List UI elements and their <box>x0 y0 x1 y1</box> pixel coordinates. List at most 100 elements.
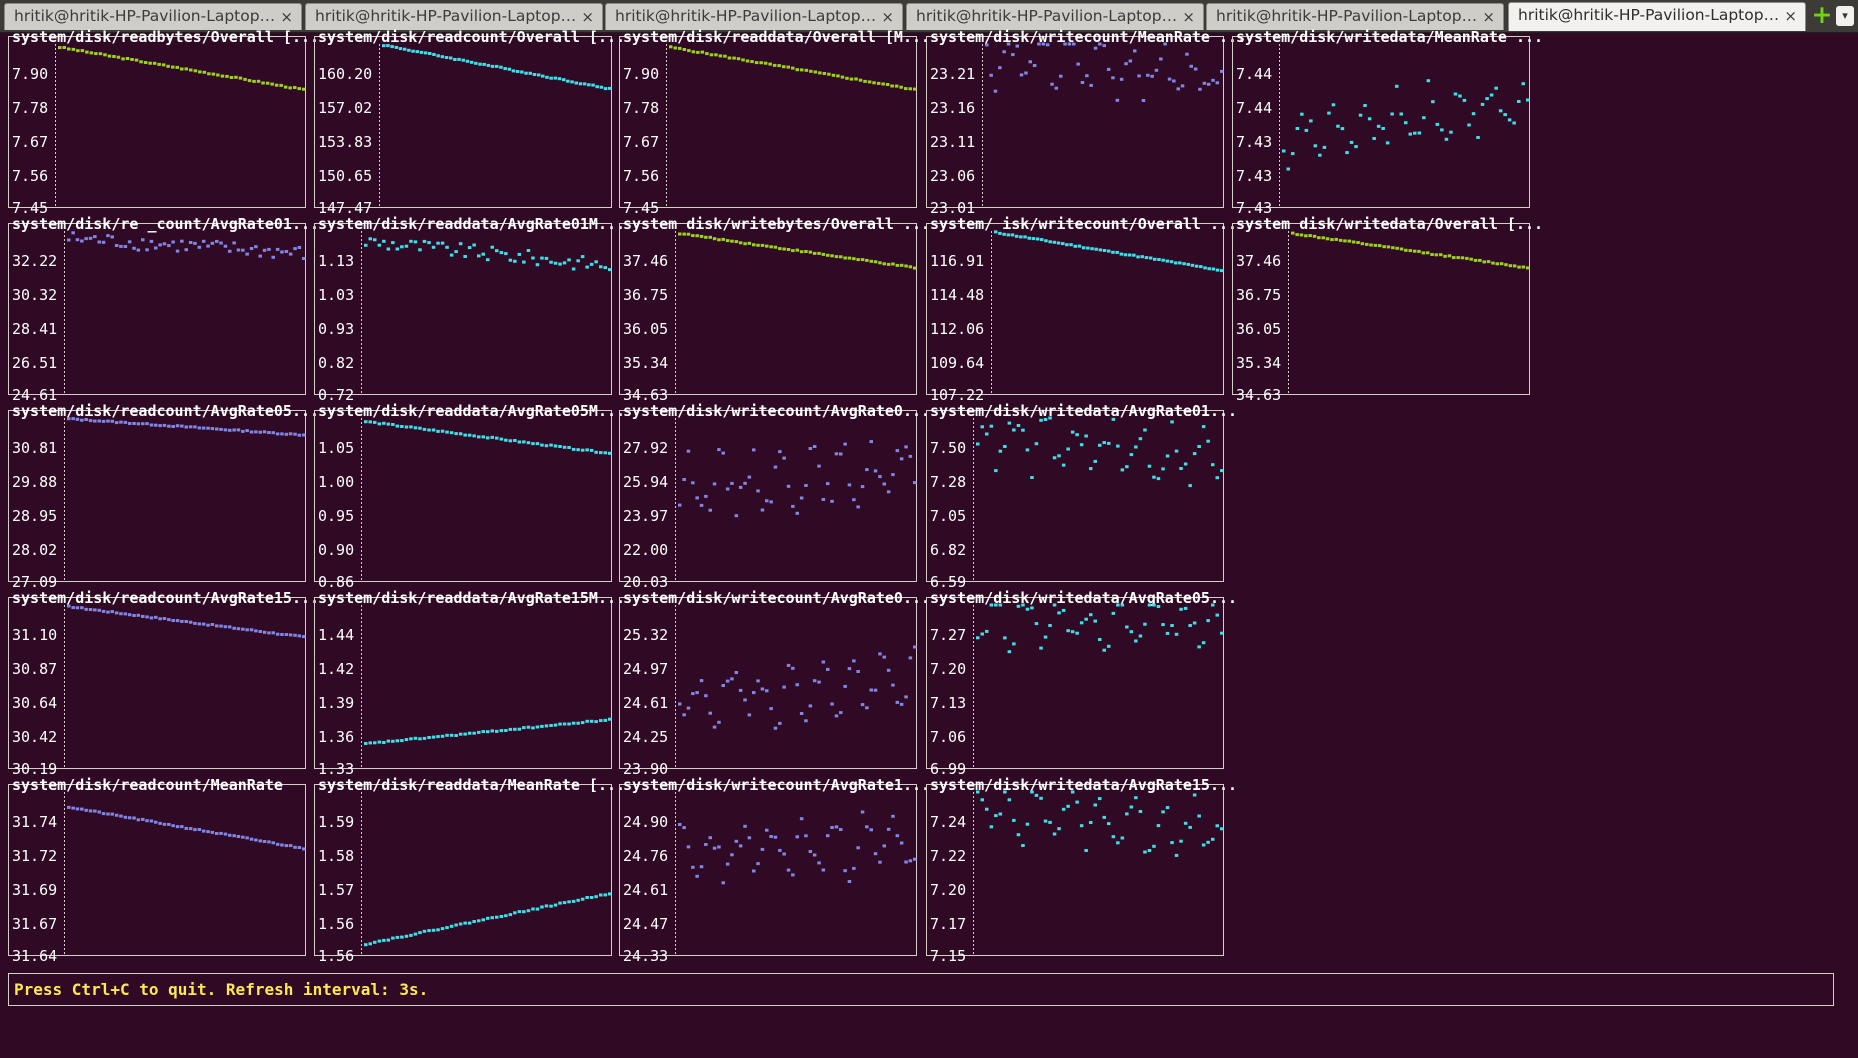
y-tick-label: 7.15 <box>930 947 966 965</box>
data-point <box>725 679 730 683</box>
data-point <box>1012 428 1016 432</box>
chart-title: system/disk/readcount/Overall [... <box>318 28 625 46</box>
data-point <box>1098 638 1102 641</box>
data-point <box>458 732 463 736</box>
data-point <box>445 733 449 737</box>
data-point <box>804 484 808 487</box>
data-point <box>558 445 562 448</box>
data-point <box>1120 603 1125 607</box>
data-point <box>1378 244 1382 248</box>
data-point <box>413 240 418 244</box>
close-tab-icon[interactable]: × <box>1182 8 1195 26</box>
data-point <box>1161 623 1165 627</box>
terminal-tab[interactable]: hritik@hritik-HP-Pavilion-Laptop-15-...× <box>1508 2 1806 31</box>
data-point <box>394 45 399 49</box>
data-point <box>215 624 219 628</box>
data-point <box>989 825 994 829</box>
data-point <box>812 251 817 255</box>
data-point <box>1201 843 1206 847</box>
terminal-tab[interactable]: hritik@hritik-HP-Pavilion-Laptop-15-...× <box>1206 3 1504 30</box>
data-point <box>1495 262 1499 266</box>
data-point <box>75 417 80 421</box>
terminal-tab[interactable]: hritik@hritik-HP-Pavilion-Laptop-15... × <box>305 3 603 30</box>
y-tick-label: 1.59 <box>318 813 354 831</box>
data-point <box>271 631 275 635</box>
data-point <box>1137 74 1141 78</box>
data-point <box>717 238 721 242</box>
close-tab-icon[interactable]: × <box>280 8 293 26</box>
data-point <box>608 451 612 455</box>
data-point <box>158 424 162 428</box>
data-point <box>157 62 161 66</box>
data-point <box>1291 152 1295 156</box>
close-tab-icon[interactable]: × <box>1482 8 1495 26</box>
chart-title: system/disk/writedata/AvgRate05... <box>930 589 1237 607</box>
data-point <box>799 250 804 254</box>
close-tab-icon[interactable]: × <box>581 8 594 26</box>
data-point <box>540 724 544 728</box>
metric-chart: system/disk/writecount/AvgRate0... 25.32 2… <box>619 589 930 778</box>
data-point <box>1308 234 1312 238</box>
data-point <box>364 943 368 947</box>
data-point <box>180 825 184 829</box>
data-point <box>1089 467 1093 471</box>
data-point <box>576 721 580 725</box>
data-point <box>386 247 391 251</box>
terminal-tab[interactable]: hritik@hritik-HP-Pavilion-Laptop-15... × <box>605 3 903 30</box>
data-point <box>714 53 718 57</box>
data-point <box>1480 102 1485 106</box>
data-point <box>481 730 485 734</box>
data-point <box>1503 113 1507 117</box>
data-point <box>1048 416 1052 420</box>
data-point <box>444 56 449 59</box>
data-point <box>219 427 223 431</box>
data-point <box>241 248 245 252</box>
data-point <box>809 69 813 73</box>
data-point <box>741 58 745 62</box>
data-point <box>989 73 993 77</box>
metric-chart: system disk/writebytes/Overall ... 37.46 3… <box>619 215 930 404</box>
data-point <box>495 729 499 733</box>
data-point <box>1080 81 1085 84</box>
data-point <box>107 54 112 58</box>
data-point <box>608 268 612 272</box>
data-point <box>1028 60 1032 64</box>
terminal-tab[interactable]: hritik@hritik-HP-Pavilion-Laptop-15... × <box>4 3 302 30</box>
data-point <box>400 425 404 428</box>
tab-list-menu-icon[interactable]: ▾ <box>1836 6 1854 26</box>
data-point <box>110 235 114 239</box>
terminal-tab[interactable]: hritik@hritik-HP-Pavilion-Laptop-15... × <box>906 3 1204 30</box>
data-point <box>998 812 1003 816</box>
data-point <box>865 258 869 262</box>
close-tab-icon[interactable]: × <box>881 8 894 26</box>
data-point <box>718 54 723 58</box>
data-point <box>1157 258 1161 261</box>
data-point <box>580 448 585 452</box>
data-point <box>562 445 567 449</box>
data-point <box>89 51 94 55</box>
data-point <box>1066 804 1070 808</box>
data-point <box>76 49 80 53</box>
data-point <box>486 730 490 734</box>
metric-chart: system/disk/writecount/MeanRate ... 23.21… <box>926 28 1246 217</box>
data-point <box>799 712 804 715</box>
data-point <box>254 245 258 249</box>
data-point <box>730 481 734 485</box>
data-point <box>745 59 750 63</box>
data-point <box>1161 810 1165 814</box>
data-point <box>114 244 119 247</box>
new-tab-plus-icon[interactable]: + <box>1811 0 1833 29</box>
data-point <box>747 836 752 840</box>
data-point <box>478 62 482 66</box>
y-tick-label: 23.90 <box>623 760 668 778</box>
data-point <box>210 241 215 245</box>
data-point <box>881 82 885 86</box>
data-point <box>1179 467 1183 470</box>
data-point <box>839 711 843 715</box>
y-tick-label: 31.10 <box>12 626 57 644</box>
data-point <box>989 603 994 607</box>
data-point <box>786 868 791 872</box>
close-tab-icon[interactable]: × <box>1784 7 1797 25</box>
data-point <box>445 430 449 434</box>
data-point <box>247 79 252 83</box>
